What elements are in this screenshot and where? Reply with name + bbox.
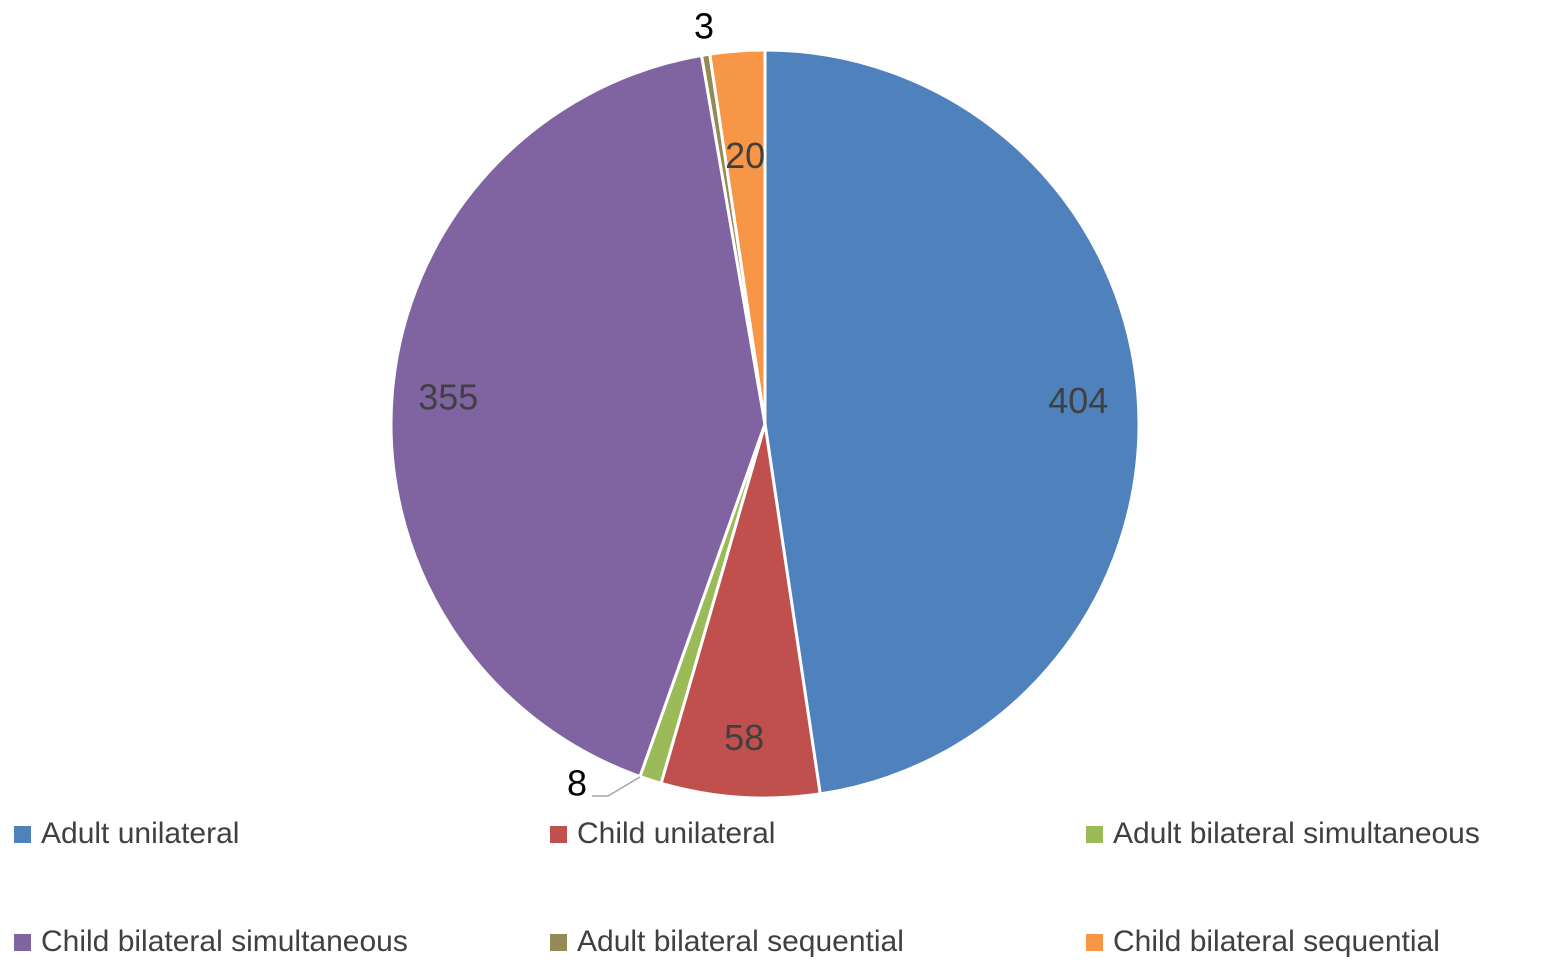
legend-item-adult-unilateral: Adult unilateral <box>14 814 239 854</box>
pie-slice-adult-unilateral <box>763 48 1141 796</box>
data-label-child-bilateral-simultaneous: 355 <box>418 376 478 417</box>
legend-swatch-child-bilateral-simultaneous <box>14 933 31 951</box>
legend-label-child-unilateral: Child unilateral <box>577 817 776 850</box>
legend-item-child-unilateral: Child unilateral <box>550 814 775 854</box>
legend-swatch-child-bilateral-sequential <box>1086 933 1103 951</box>
legend-label-child-bilateral-sequential: Child bilateral sequential <box>1113 925 1440 958</box>
data-label-child-bilateral-sequential: 20 <box>725 135 765 176</box>
data-label-adult-unilateral: 404 <box>1048 380 1108 421</box>
data-label-adult-bilateral-sequential: 3 <box>694 6 714 47</box>
pie-leader-lines <box>592 776 641 797</box>
legend-item-adult-bilateral-sequential: Adult bilateral sequential <box>550 922 904 962</box>
legend-swatch-child-unilateral <box>550 825 567 843</box>
legend-swatch-adult-bilateral-sequential <box>550 933 567 951</box>
pie-slices <box>389 48 1141 800</box>
legend-item-adult-bilateral-simultaneous: Adult bilateral simultaneous <box>1086 814 1480 854</box>
leader-line-adult-bilateral-simultaneous <box>592 776 641 797</box>
pie-slice-child-unilateral <box>659 422 822 800</box>
legend-item-child-bilateral-sequential: Child bilateral sequential <box>1086 922 1440 962</box>
chart-legend: Adult unilateral Child unilateral Adult … <box>0 800 1555 962</box>
legend-label-adult-bilateral-sequential: Adult bilateral sequential <box>577 925 904 958</box>
data-label-child-unilateral: 58 <box>724 717 764 758</box>
pie-data-labels: 404 58 8 355 3 20 <box>418 6 1108 801</box>
data-label-adult-bilateral-simultaneous: 8 <box>567 763 587 801</box>
legend-label-child-bilateral-simultaneous: Child bilateral simultaneous <box>41 925 408 958</box>
pie-chart-plot: 404 58 8 355 3 20 <box>389 6 1141 801</box>
legend-swatch-adult-bilateral-simultaneous <box>1086 825 1103 843</box>
legend-swatch-adult-unilateral <box>14 825 31 843</box>
pie-slice-child-bilateral-simultaneous <box>389 53 767 778</box>
legend-label-adult-unilateral: Adult unilateral <box>41 817 240 850</box>
pie-slice-child-bilateral-sequential <box>708 48 767 426</box>
legend-label-adult-bilateral-simultaneous: Adult bilateral simultaneous <box>1113 817 1480 850</box>
legend-item-child-bilateral-simultaneous: Child bilateral simultaneous <box>14 922 408 962</box>
